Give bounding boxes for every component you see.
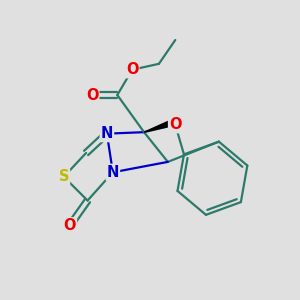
- Text: N: N: [101, 126, 113, 141]
- Text: O: O: [126, 62, 138, 77]
- Text: S: S: [58, 169, 69, 184]
- Polygon shape: [144, 119, 176, 132]
- Text: O: O: [64, 218, 76, 233]
- Text: N: N: [107, 165, 119, 180]
- Text: O: O: [86, 88, 98, 103]
- Text: O: O: [169, 117, 182, 132]
